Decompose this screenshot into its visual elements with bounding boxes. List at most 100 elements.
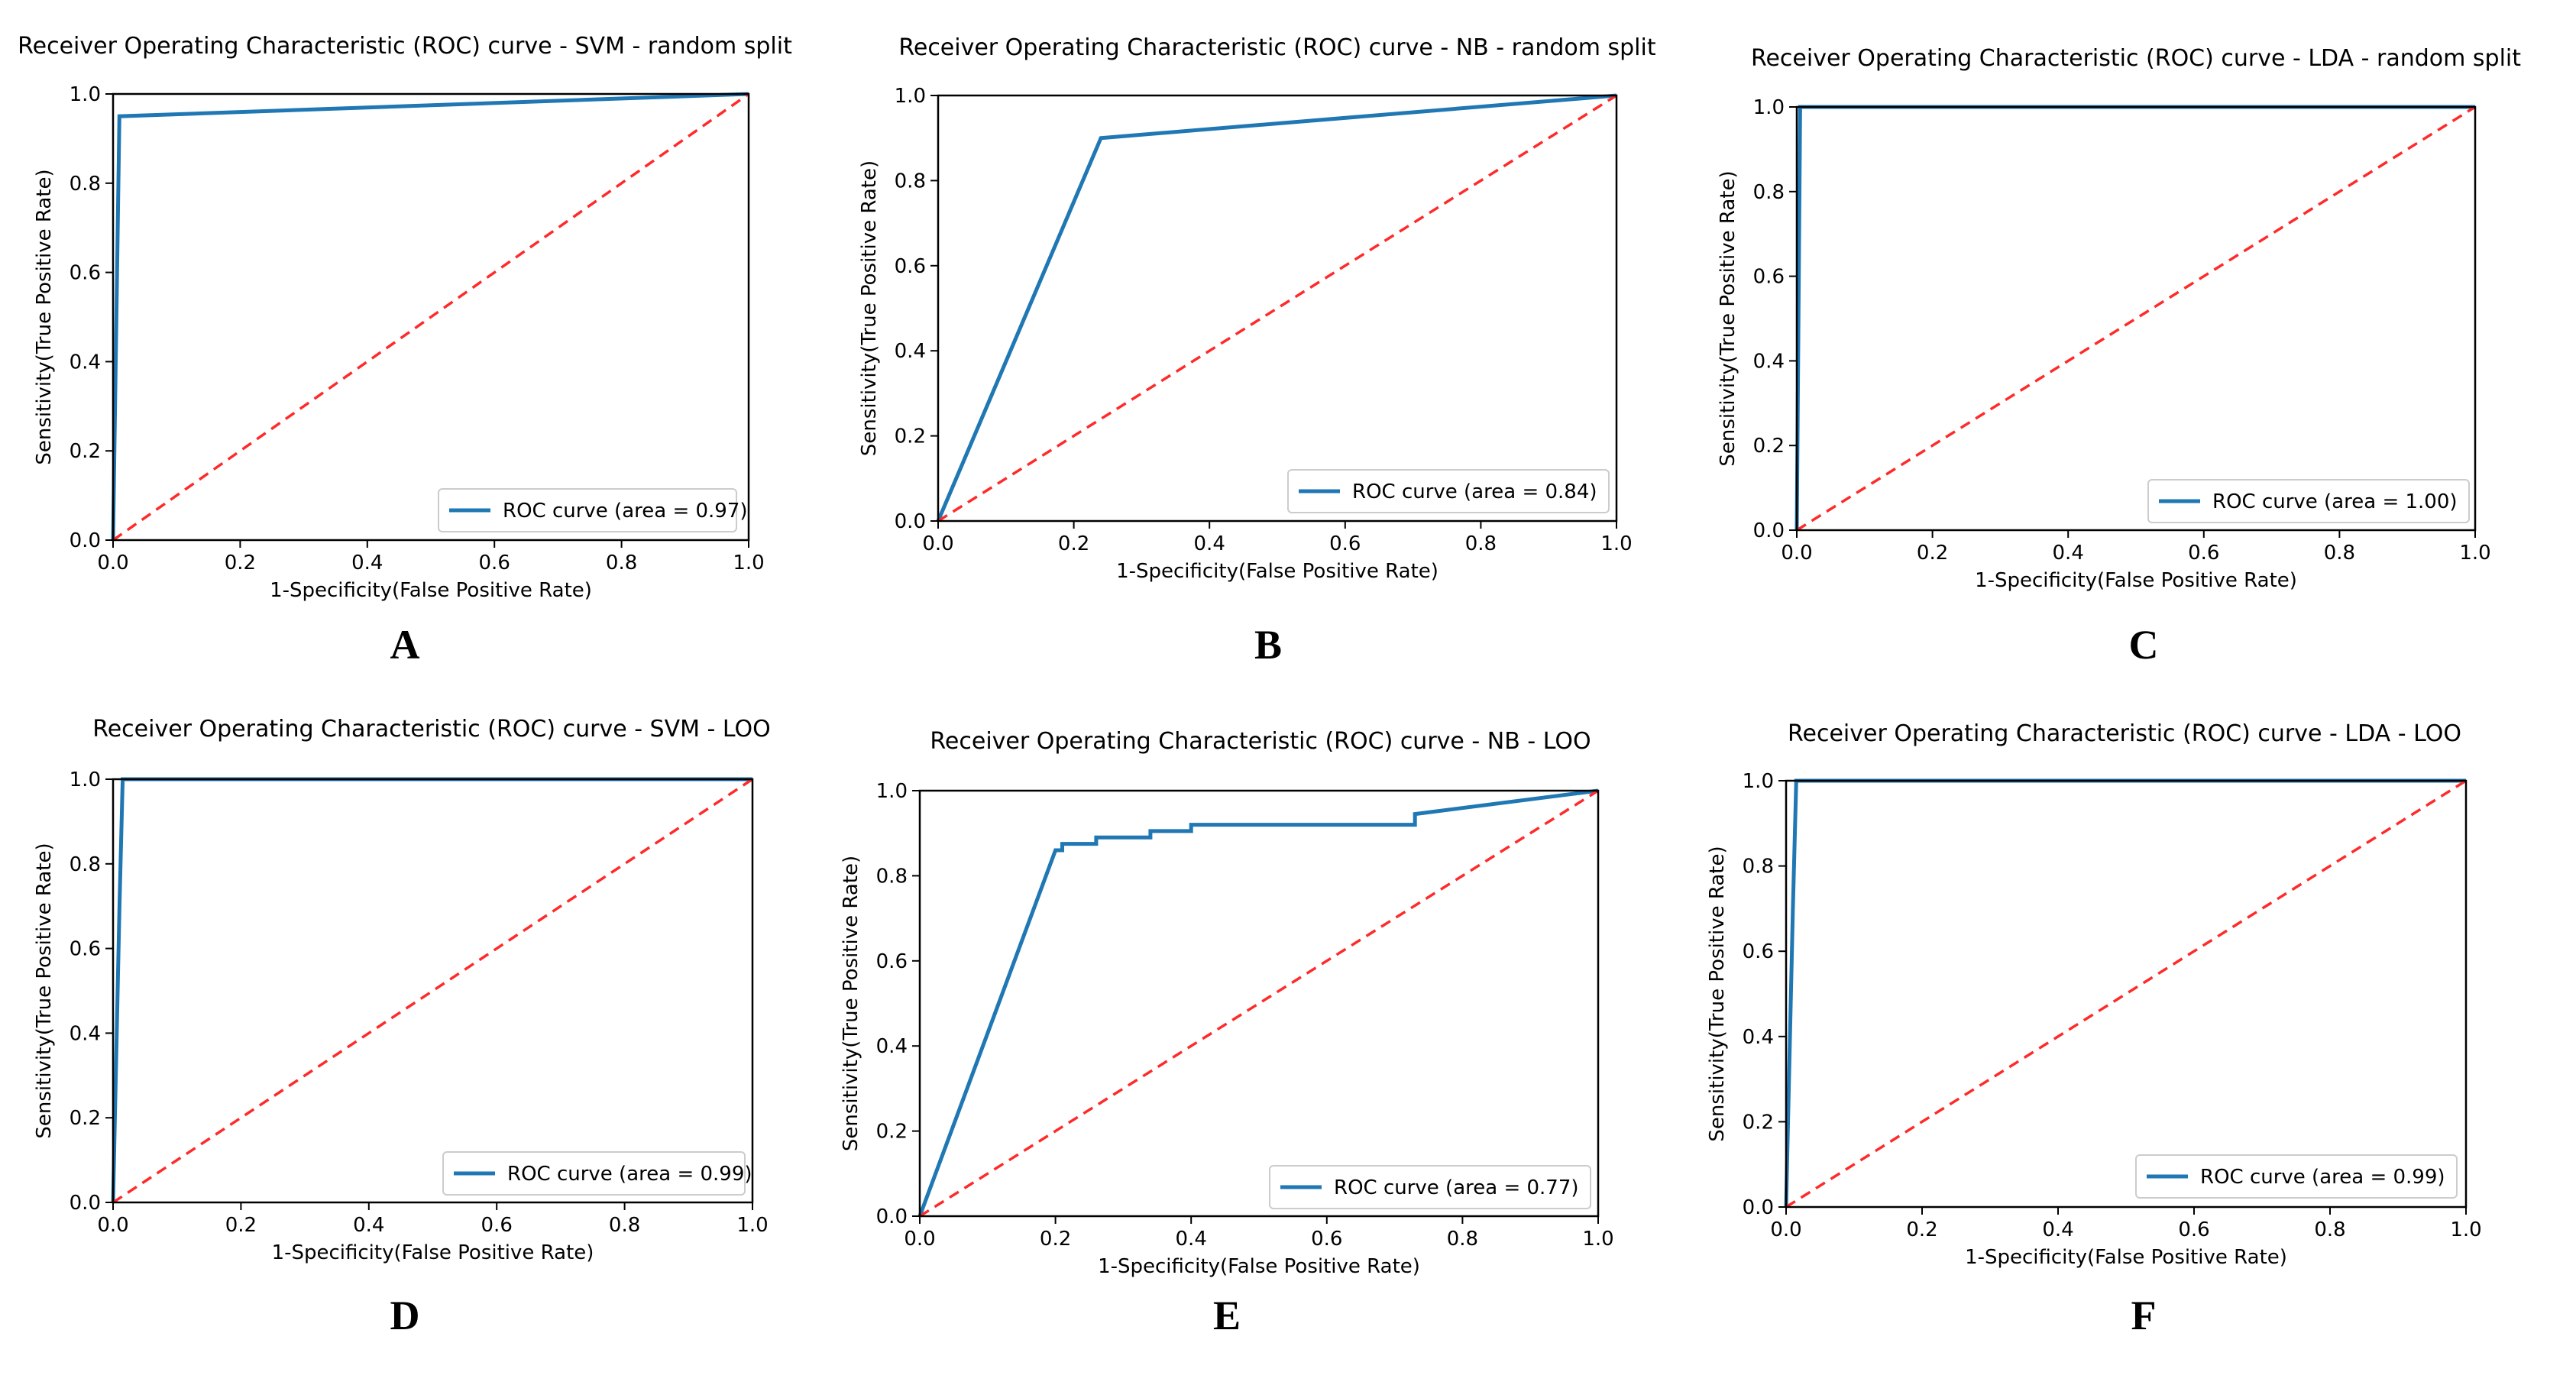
x-tick-label: 0.2 xyxy=(225,1214,257,1237)
y-tick-label: 0.2 xyxy=(895,426,926,448)
y-tick-label: 0.0 xyxy=(876,1205,908,1228)
y-tick-label: 1.0 xyxy=(876,780,908,803)
y-tick-label: 0.2 xyxy=(1743,1111,1774,1134)
y-tick-label: 0.6 xyxy=(1753,266,1785,289)
x-tick-label: 0.2 xyxy=(225,552,256,574)
axes-frame xyxy=(1785,779,2468,1209)
chart-title: Receiver Operating Characteristic (ROC) … xyxy=(92,716,771,743)
chart-title: Receiver Operating Characteristic (ROC) … xyxy=(1788,720,2461,747)
x-tick-label: 0.8 xyxy=(606,552,637,574)
y-tick-label: 0.2 xyxy=(876,1121,908,1144)
legend: ROC curve (area = 0.97) xyxy=(438,488,748,532)
x-tick-label: 1.0 xyxy=(1600,532,1632,555)
legend-box xyxy=(442,1151,746,1196)
chart-title: Receiver Operating Characteristic (ROC) … xyxy=(930,728,1591,755)
legend-entry: ROC curve (area = 0.77) xyxy=(1334,1176,1579,1199)
x-tick-label: 0.6 xyxy=(481,1214,513,1237)
y-tick-label: 1.0 xyxy=(895,85,926,108)
x-tick-label: 0.4 xyxy=(2053,542,2084,565)
y-tick-label: 0.6 xyxy=(895,255,926,278)
y-tick-label: 1.0 xyxy=(1753,96,1785,119)
chart-title: Receiver Operating Characteristic (ROC) … xyxy=(898,34,1655,61)
y-tick-label: 0.2 xyxy=(1753,435,1785,458)
y-axis-label: Sensitivity(True Positive Rate) xyxy=(33,843,56,1138)
panel-letter: A xyxy=(390,622,420,668)
x-axis-label: 1-Specificity(False Positive Rate) xyxy=(1116,560,1438,583)
x-tick-label: 0.4 xyxy=(351,552,383,574)
legend: ROC curve (area = 0.99) xyxy=(2135,1154,2458,1199)
x-tick-label: 0.0 xyxy=(97,552,128,574)
x-tick-label: 0.6 xyxy=(2188,542,2219,565)
x-tick-label: 0.2 xyxy=(1917,542,1948,565)
legend-entry: ROC curve (area = 1.00) xyxy=(2212,490,2458,513)
x-tick-label: 0.2 xyxy=(1058,532,1089,555)
x-tick-label: 0.2 xyxy=(1906,1218,1937,1241)
panel-letter: E xyxy=(1213,1293,1241,1338)
legend-box xyxy=(438,488,737,532)
legend-box xyxy=(2147,479,2470,523)
y-tick-label: 0.8 xyxy=(70,853,101,876)
roc-panel-a: Receiver Operating Characteristic (ROC) … xyxy=(18,33,792,668)
x-axis-label: 1-Specificity(False Positive Rate) xyxy=(272,1241,594,1264)
x-tick-label: 1.0 xyxy=(2459,542,2490,565)
roc-panel-c: Receiver Operating Characteristic (ROC) … xyxy=(1717,45,2521,668)
roc-curve-line xyxy=(936,93,1617,522)
legend-entry: ROC curve (area = 0.97) xyxy=(503,500,748,523)
x-axis-label: 1-Specificity(False Positive Rate) xyxy=(270,579,592,602)
x-tick-label: 0.6 xyxy=(1329,532,1361,555)
axes-frame xyxy=(918,789,1600,1218)
chance-line xyxy=(112,92,750,542)
roc-panel-b: Receiver Operating Characteristic (ROC) … xyxy=(858,34,1656,668)
roc-curve-line xyxy=(111,92,749,541)
y-tick-label: 0.4 xyxy=(70,1022,101,1045)
y-tick-label: 1.0 xyxy=(70,83,101,106)
x-tick-label: 0.4 xyxy=(353,1214,384,1237)
legend: ROC curve (area = 0.99) xyxy=(442,1151,752,1196)
y-axis-label: Sensitivity(True Positive Rate) xyxy=(33,169,56,464)
chart-title: Receiver Operating Characteristic (ROC) … xyxy=(18,33,792,60)
y-tick-label: 0.8 xyxy=(895,170,926,193)
x-tick-label: 0.8 xyxy=(2324,542,2355,565)
legend-box xyxy=(2135,1154,2458,1199)
legend-entry: ROC curve (area = 0.99) xyxy=(507,1163,752,1186)
legend: ROC curve (area = 0.84) xyxy=(1287,469,1610,513)
x-tick-label: 0.6 xyxy=(479,552,510,574)
y-axis-label: Sensitivity(True Positive Rate) xyxy=(1717,170,1739,466)
legend-entry: ROC curve (area = 0.84) xyxy=(1352,481,1597,503)
x-tick-label: 0.0 xyxy=(904,1228,935,1251)
y-tick-label: 0.4 xyxy=(1753,350,1785,373)
x-tick-label: 0.4 xyxy=(1176,1228,1207,1251)
y-tick-label: 1.0 xyxy=(70,769,101,791)
x-tick-label: 0.8 xyxy=(1465,532,1497,555)
legend-box xyxy=(1287,469,1610,513)
x-axis-label: 1-Specificity(False Positive Rate) xyxy=(1098,1255,1420,1278)
legend: ROC curve (area = 0.77) xyxy=(1269,1165,1591,1209)
y-tick-label: 0.0 xyxy=(895,510,926,533)
y-tick-label: 0.8 xyxy=(1753,181,1785,204)
x-axis-label: 1-Specificity(False Positive Rate) xyxy=(1965,1246,2287,1269)
x-tick-label: 1.0 xyxy=(2450,1218,2481,1241)
chart-title: Receiver Operating Characteristic (ROC) … xyxy=(1751,45,2521,72)
y-tick-label: 0.4 xyxy=(70,351,101,374)
x-tick-label: 1.0 xyxy=(1582,1228,1613,1251)
y-tick-label: 0.6 xyxy=(70,938,101,961)
roc-curve-line xyxy=(1784,778,2466,1208)
y-tick-label: 0.4 xyxy=(1743,1026,1774,1049)
panel-letter: D xyxy=(390,1293,420,1338)
y-tick-label: 0.6 xyxy=(70,262,101,285)
chance-line xyxy=(919,789,1599,1218)
y-axis-label: Sensitivity(True Positive Rate) xyxy=(858,160,881,456)
x-tick-label: 0.6 xyxy=(2178,1218,2209,1241)
x-tick-label: 0.4 xyxy=(1194,532,1225,555)
y-tick-label: 0.0 xyxy=(1743,1196,1774,1219)
y-tick-label: 1.0 xyxy=(1743,770,1774,793)
y-tick-label: 0.8 xyxy=(876,865,908,888)
chance-line xyxy=(1796,105,2476,532)
y-tick-label: 0.6 xyxy=(876,950,908,973)
y-tick-label: 0.4 xyxy=(876,1035,908,1058)
roc-panel-e: Receiver Operating Characteristic (ROC) … xyxy=(840,728,1614,1338)
roc-curve-line xyxy=(1794,105,2475,531)
y-tick-label: 0.0 xyxy=(70,529,101,552)
chance-line xyxy=(937,94,1617,523)
y-tick-label: 0.8 xyxy=(1743,856,1774,879)
